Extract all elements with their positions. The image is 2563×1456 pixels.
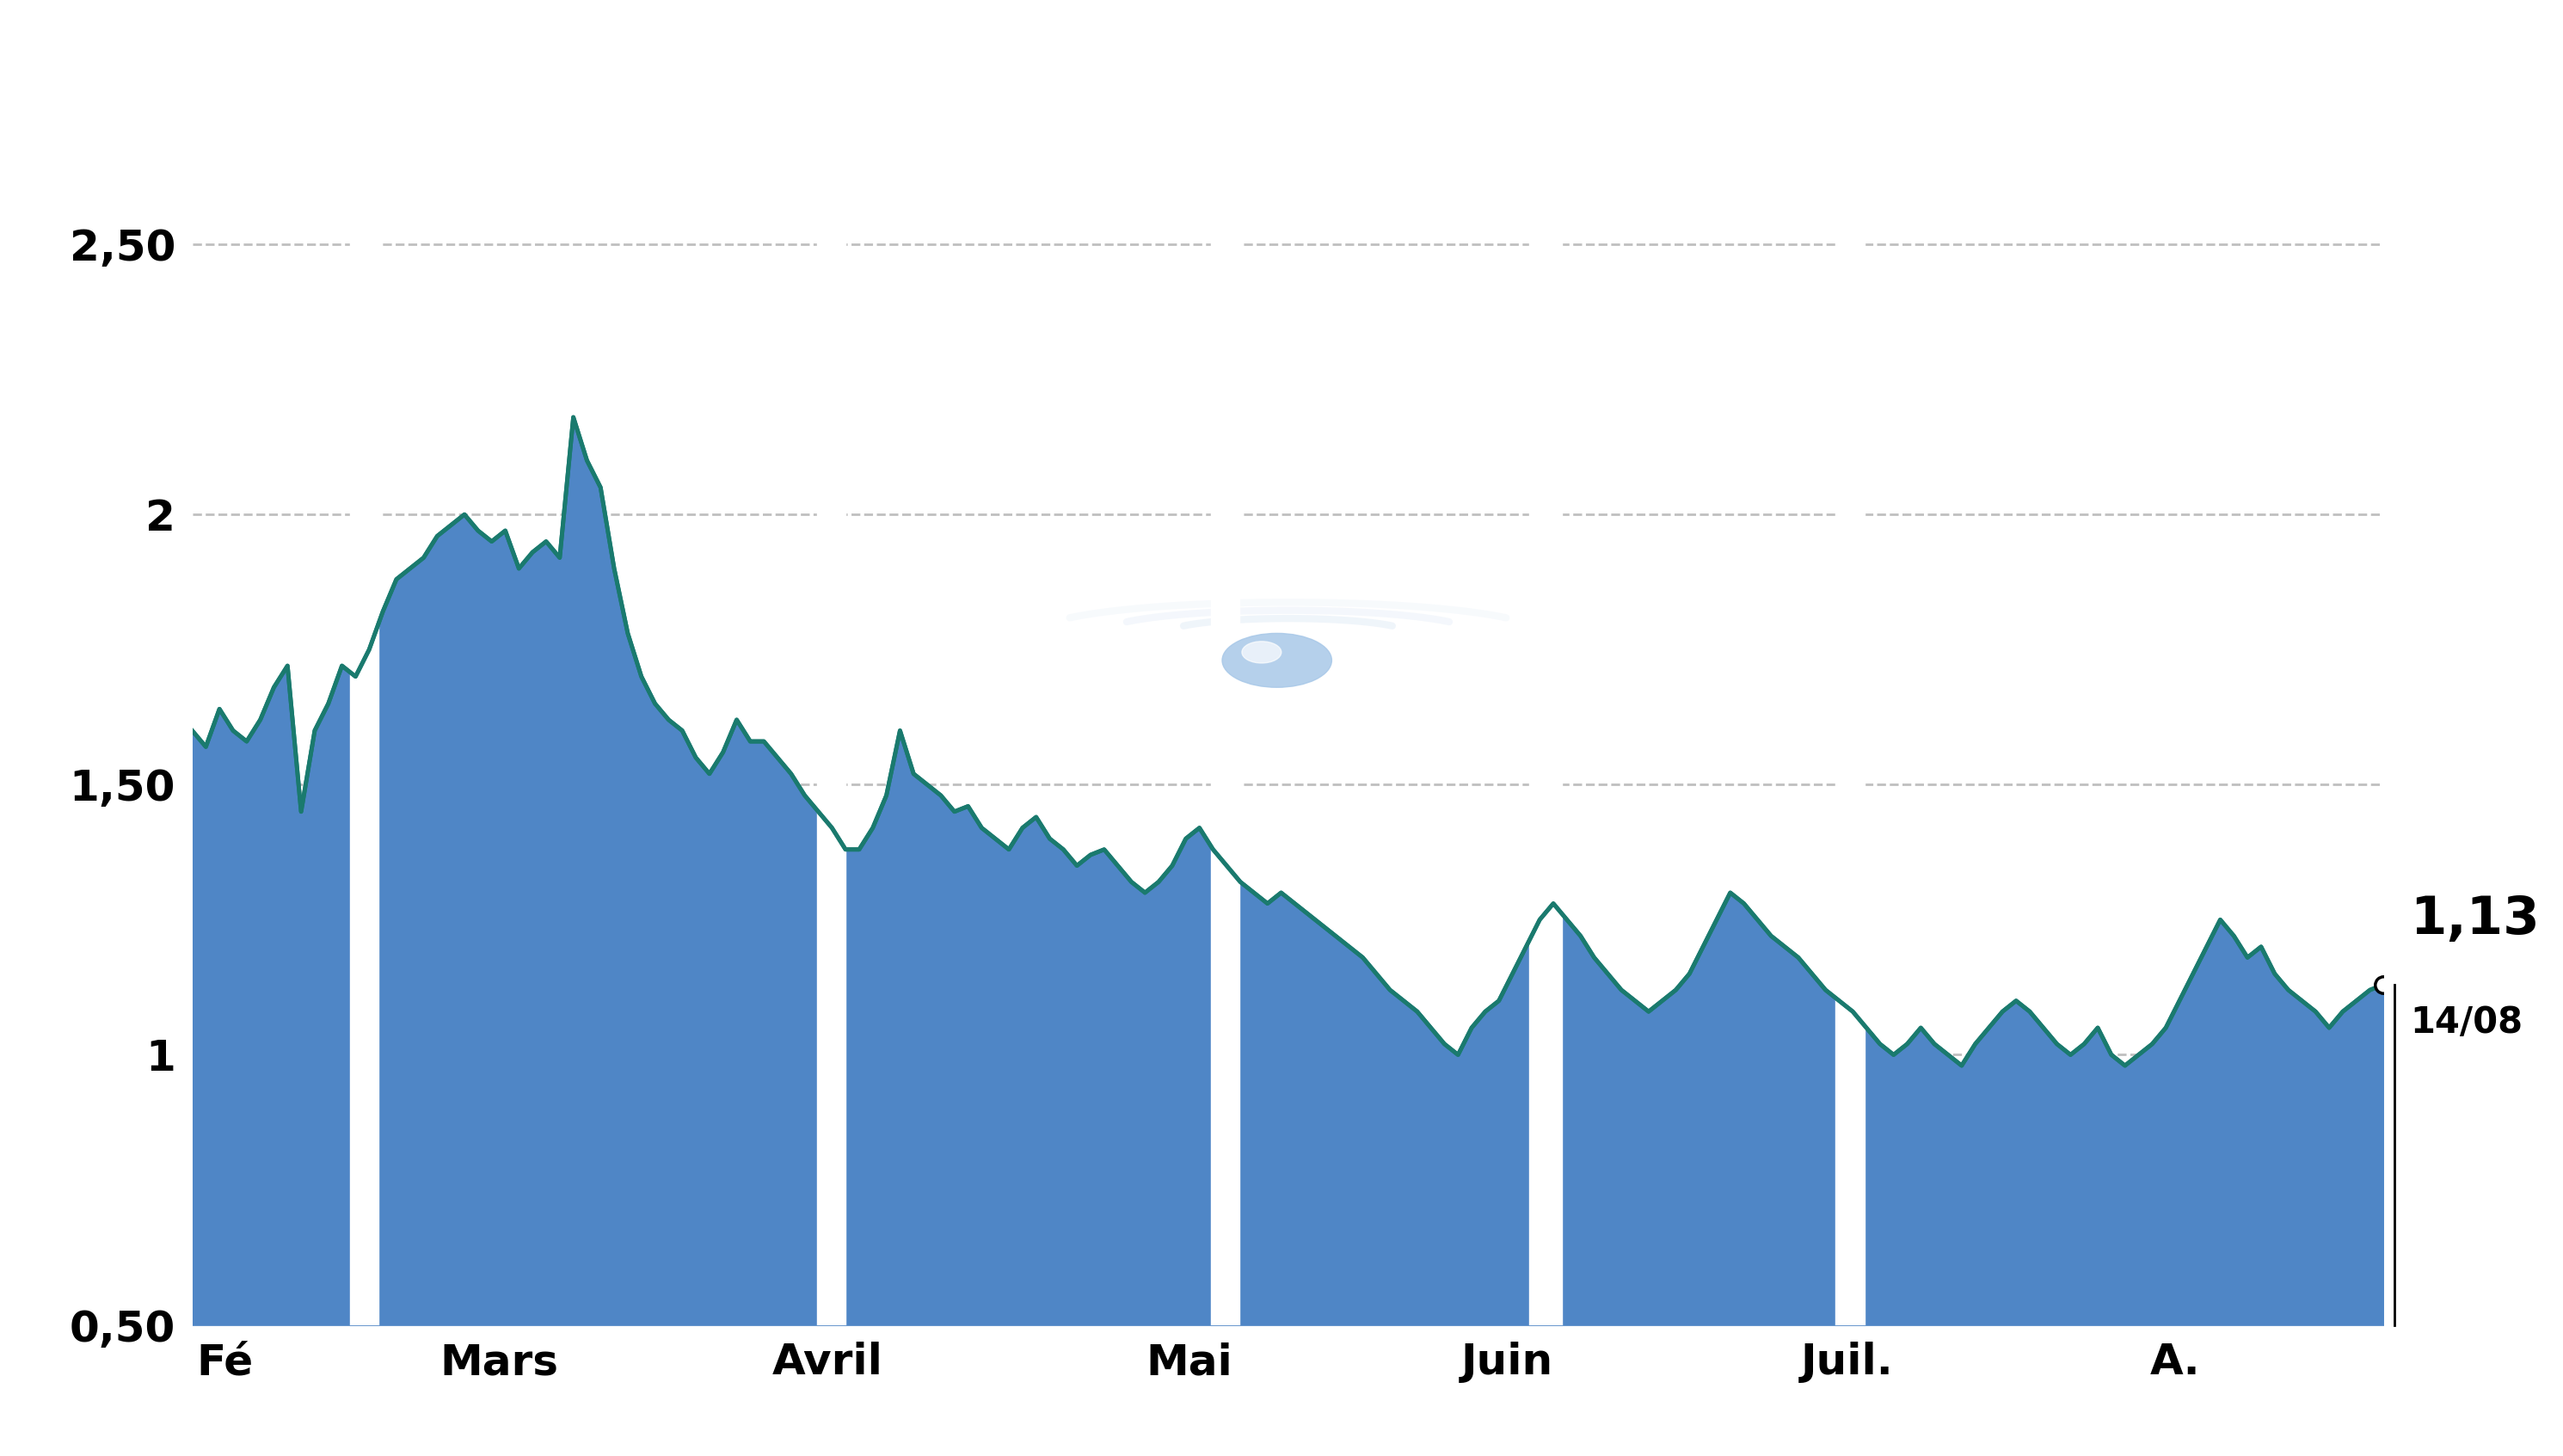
Bar: [1835, 109, 1863, 1325]
Ellipse shape: [1223, 633, 1333, 687]
Bar: [1530, 109, 1561, 1325]
Text: 14/08: 14/08: [2409, 1005, 2522, 1041]
Ellipse shape: [1243, 642, 1282, 662]
Bar: [351, 109, 379, 1325]
Text: Engine Gaming and Media, Inc.: Engine Gaming and Media, Inc.: [572, 42, 1991, 121]
Bar: [818, 109, 846, 1325]
Bar: [1212, 109, 1240, 1325]
Text: 1,13: 1,13: [2409, 894, 2540, 945]
